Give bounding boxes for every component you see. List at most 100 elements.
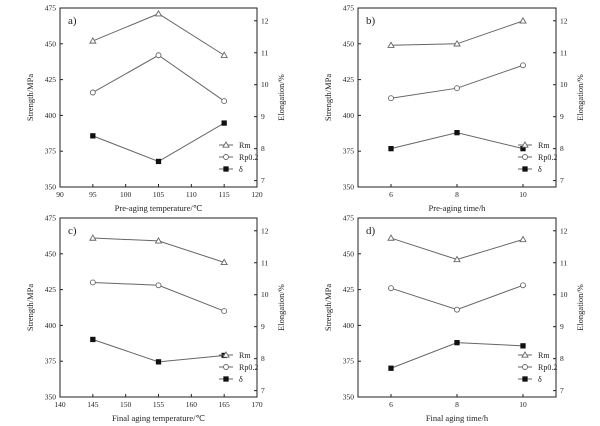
series-3 — [388, 130, 526, 152]
data-point — [220, 51, 228, 58]
data-point — [155, 52, 162, 59]
legend: Rm Rp0.2 δ — [518, 351, 557, 384]
y2-tick-label: 9 — [560, 322, 564, 331]
x-tick-label: 6 — [389, 400, 393, 409]
x-tick-label: 145 — [87, 400, 99, 409]
y2-tick-label: 7 — [560, 176, 564, 185]
legend-marker — [522, 364, 528, 370]
y2-tick-label: 8 — [261, 144, 265, 153]
y-axis-title: Strength/MPa — [25, 74, 35, 121]
y-tick-label: 475 — [45, 214, 57, 223]
x-tick-label: 6 — [389, 190, 393, 199]
y2-axis-title: Elongation/% — [276, 74, 286, 121]
legend-entry: Rp0.2 — [538, 153, 557, 162]
data-point — [388, 95, 394, 102]
series-1 — [387, 16, 527, 48]
y2-tick-label: 12 — [261, 226, 269, 235]
data-point — [154, 237, 163, 244]
y2-tick-label: 10 — [261, 80, 269, 89]
data-point — [520, 62, 526, 69]
data-point — [453, 39, 461, 47]
y2-tick-label: 9 — [560, 112, 564, 121]
data-point — [154, 9, 163, 17]
y-tick-label: 450 — [45, 39, 57, 48]
legend-marker — [521, 141, 529, 148]
x-tick-label: 10 — [519, 190, 527, 199]
x-tick-label: 8 — [455, 190, 459, 199]
x-tick-label: 100 — [120, 190, 132, 199]
legend-marker — [521, 351, 529, 358]
x-axis-title: Final aging temperature/℃ — [112, 413, 206, 423]
y2-tick-label: 7 — [261, 386, 265, 395]
data-point — [388, 145, 394, 152]
panel-label: a) — [68, 15, 77, 27]
series-1 — [387, 234, 527, 263]
series-line — [92, 54, 225, 102]
legend-marker — [223, 166, 229, 172]
series-line — [390, 64, 524, 99]
y-tick-label: 350 — [343, 393, 355, 402]
y-tick-label: 400 — [45, 111, 57, 120]
series-line — [390, 284, 524, 311]
y-tick-label: 375 — [343, 147, 355, 156]
y2-tick-label: 10 — [560, 80, 568, 89]
legend-marker — [223, 376, 229, 382]
y2-tick-label: 7 — [560, 386, 564, 395]
data-point — [454, 340, 460, 346]
series-2 — [89, 279, 228, 315]
series-3 — [90, 120, 227, 165]
series-line — [390, 342, 524, 369]
legend-marker — [223, 154, 229, 160]
legend: Rm Rp0.2 δ — [219, 351, 258, 384]
legend-entry: δ — [239, 165, 243, 174]
legend-entry: Rm — [538, 141, 550, 150]
legend-entry: Rm — [538, 351, 550, 360]
legend-marker — [522, 154, 528, 160]
y2-tick-label: 12 — [261, 16, 269, 25]
legend-entry: Rm — [239, 141, 251, 150]
x-tick-label: 95 — [89, 190, 97, 199]
y2-tick-label: 10 — [560, 290, 568, 299]
panel-label: c) — [68, 225, 77, 237]
data-point — [520, 343, 526, 349]
data-point — [155, 282, 162, 289]
data-point — [221, 98, 228, 105]
data-point — [155, 359, 162, 365]
y-tick-label: 400 — [343, 111, 355, 120]
data-point — [89, 279, 96, 286]
y2-tick-label: 11 — [560, 258, 567, 267]
data-point — [221, 120, 227, 126]
data-point — [89, 37, 97, 44]
data-point — [89, 89, 96, 96]
x-axis-title: Final aging time/h — [426, 413, 489, 423]
x-tick-label: 150 — [120, 400, 132, 409]
data-point — [387, 41, 395, 48]
series-1 — [89, 9, 228, 58]
legend-entry: δ — [538, 165, 542, 174]
y-tick-label: 425 — [343, 75, 355, 84]
series-line — [92, 122, 225, 162]
x-tick-label: 110 — [186, 190, 197, 199]
legend: Rm Rp0.2 δ — [219, 141, 258, 174]
x-tick-label: 165 — [219, 400, 231, 409]
legend-entry: Rp0.2 — [239, 363, 258, 372]
data-point — [520, 282, 526, 289]
data-point — [388, 285, 394, 292]
y2-axis-title: Elongation/% — [276, 284, 286, 331]
series-3 — [90, 336, 227, 365]
chart-panel-4: 6 8 10 350 375 400 425 450 475 7 8 9 10 11 12 Final agi… — [323, 214, 585, 424]
data-point — [453, 255, 461, 263]
y2-tick-label: 11 — [261, 258, 268, 267]
legend-entry: δ — [239, 375, 243, 384]
data-point — [221, 308, 228, 315]
y2-tick-label: 10 — [261, 290, 269, 299]
chart-panel-2: 6 8 10 350 375 400 425 450 475 7 8 9 10 11 12 Pre-aging… — [323, 4, 585, 214]
y-tick-label: 350 — [45, 183, 57, 192]
x-tick-label: 140 — [54, 400, 66, 409]
y-tick-label: 350 — [343, 183, 355, 192]
data-point — [220, 258, 228, 266]
y-tick-label: 425 — [343, 285, 355, 294]
y2-tick-label: 8 — [560, 354, 564, 363]
series-3 — [388, 340, 526, 371]
